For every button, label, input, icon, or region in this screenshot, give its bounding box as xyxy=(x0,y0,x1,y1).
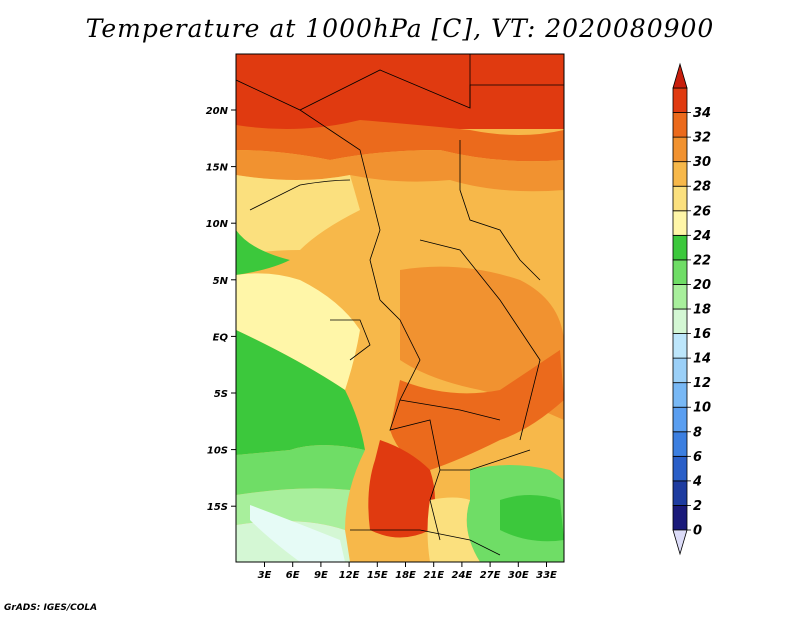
colorbar-label: 18 xyxy=(693,303,711,318)
colorbar-segment xyxy=(672,210,688,236)
colorbar-segment xyxy=(672,308,688,334)
country-borders xyxy=(236,54,564,556)
colorbar-label: 34 xyxy=(693,106,711,121)
lat-tick-label: 10S xyxy=(207,446,228,457)
colorbar-label: 4 xyxy=(692,474,702,489)
field-north-32 xyxy=(236,54,564,129)
lon-tick-label: 30E xyxy=(508,570,529,581)
colorbar-label: 16 xyxy=(693,327,711,342)
lat-tick-label: 20N xyxy=(206,106,229,117)
colorbar-label: 6 xyxy=(693,450,702,465)
field-west-26 xyxy=(236,175,360,255)
lon-tick-label: 6E xyxy=(286,570,300,581)
colorbar-label: 2 xyxy=(693,499,702,514)
latitude-axis: 20N 15N 10N 5N EQ 5S 10S 15S xyxy=(206,106,236,513)
field-south-26 xyxy=(427,497,480,562)
lat-tick-label: 5N xyxy=(213,276,229,287)
colorbar-segment xyxy=(672,431,688,457)
colorbar-over-arrow xyxy=(672,62,688,89)
lon-tick-label: 15E xyxy=(367,570,388,581)
colorbar-segment xyxy=(672,161,688,187)
map-title: Temperature at 1000hPa [C], VT: 20200809… xyxy=(85,14,715,43)
colorbar-segment xyxy=(672,284,688,310)
colorbar-segment xyxy=(672,333,688,359)
colorbar-segment xyxy=(672,455,688,482)
colorbar-segment xyxy=(672,87,688,113)
lat-tick-label: 5S xyxy=(214,389,228,400)
field-north-28 xyxy=(236,150,564,192)
field-north-30 xyxy=(236,120,564,162)
lat-tick-label: 15S xyxy=(207,502,228,513)
lon-tick-label: 33E xyxy=(536,570,557,581)
colorbar-segment xyxy=(672,185,688,212)
lon-tick-label: 9E xyxy=(314,570,328,581)
colorbar-segment xyxy=(672,234,688,261)
field-sea-20 xyxy=(236,330,365,455)
field-central-30 xyxy=(390,350,564,470)
field-south-32 xyxy=(368,440,435,538)
field-se-22 xyxy=(500,495,564,542)
colorbar-label: 0 xyxy=(693,524,702,539)
colorbar-segment xyxy=(672,480,688,506)
lon-tick-label: 24E xyxy=(452,570,473,581)
colorbar-label: 22 xyxy=(693,253,711,268)
colorbar-segment xyxy=(672,259,688,285)
colorbar-label: 28 xyxy=(693,180,711,195)
colorbar-label: 10 xyxy=(693,401,711,416)
colorbar-segment xyxy=(672,406,688,433)
colorbar-label: 14 xyxy=(693,352,711,367)
colorbar-segment xyxy=(672,505,688,531)
colorbar-label: 24 xyxy=(693,229,711,244)
lon-tick-label: 12E xyxy=(339,570,360,581)
colorbar-segment xyxy=(672,136,688,163)
field-coast-20 xyxy=(236,230,290,275)
colorbar-under-arrow xyxy=(672,529,688,556)
colorbar-label: 30 xyxy=(693,155,711,170)
lat-tick-label: EQ xyxy=(213,332,229,343)
lat-tick-label: 15N xyxy=(206,163,229,174)
footer-credit: GrADS: IGES/COLA xyxy=(4,603,98,613)
field-west-24 xyxy=(236,273,360,390)
map-field xyxy=(236,54,564,562)
lon-tick-label: 3E xyxy=(258,570,272,581)
colorbar-segment xyxy=(672,112,688,138)
lon-tick-label: 27E xyxy=(480,570,501,581)
colorbar-label: 8 xyxy=(693,425,702,440)
colorbar-segment xyxy=(672,382,688,408)
field-sea-18 xyxy=(236,445,365,495)
map-frame xyxy=(235,53,565,563)
lat-tick-label: 10N xyxy=(206,219,229,230)
colorbar-segment xyxy=(672,357,688,384)
colorbar-label: 32 xyxy=(693,131,711,146)
field-sea-cool xyxy=(250,505,345,562)
lon-tick-label: 21E xyxy=(423,570,444,581)
colorbar-label: 26 xyxy=(693,204,711,219)
lon-tick-label: 18E xyxy=(395,570,416,581)
colorbar-label: 12 xyxy=(693,376,711,391)
colorbar-label: 20 xyxy=(693,278,711,293)
longitude-axis: 3E 6E 9E 12E 15E 18E 21E 24E 27E 30E 33E xyxy=(258,562,557,581)
